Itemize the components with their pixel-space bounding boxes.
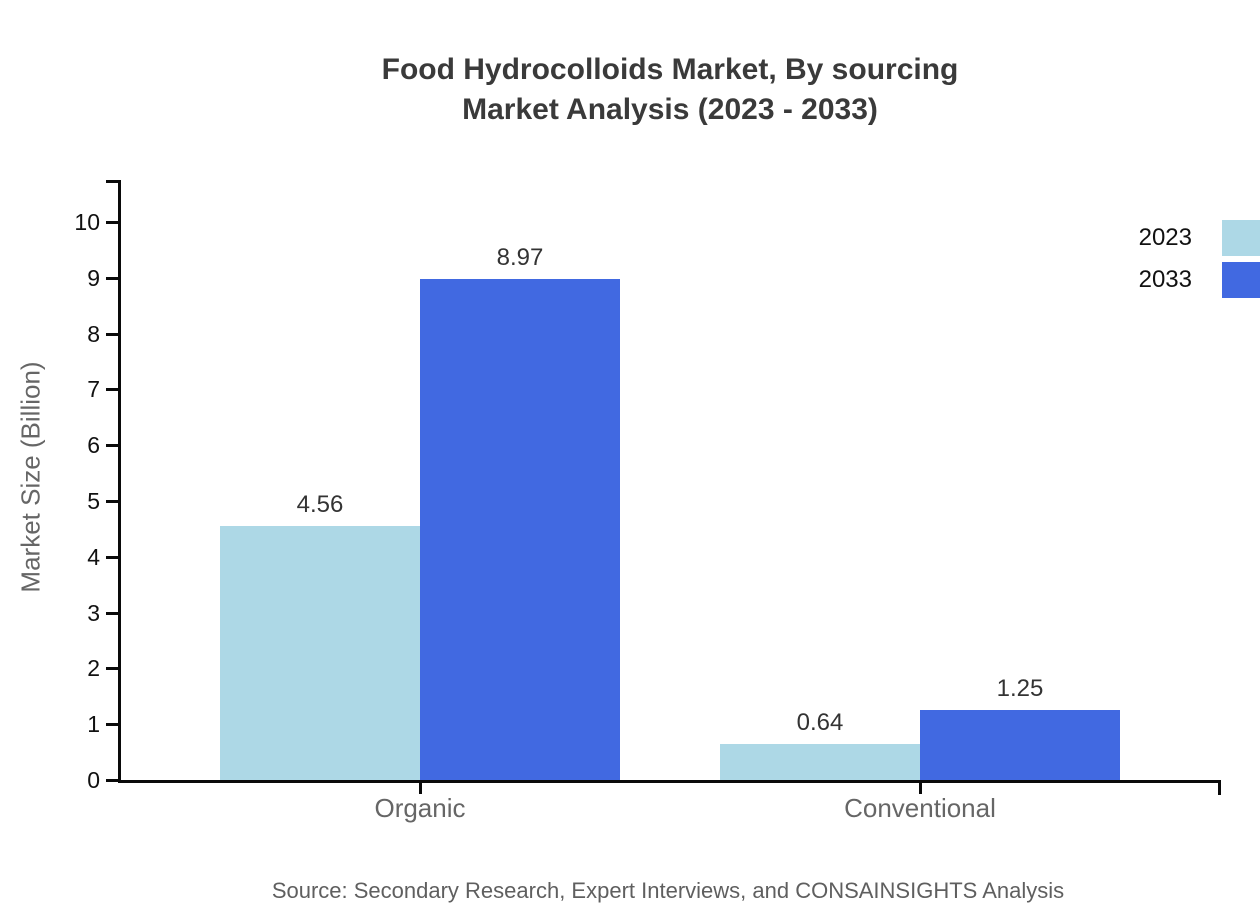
y-axis-tick-label: 0 — [87, 767, 100, 793]
y-axis-tick-label: 9 — [87, 265, 100, 291]
y-axis-tick — [106, 500, 118, 503]
y-axis-tick — [106, 388, 118, 391]
legend-label-2033: 2033 — [1138, 266, 1192, 293]
y-axis-tick — [106, 277, 118, 280]
x-axis-tick — [919, 781, 922, 794]
chart-title: Food Hydrocolloids Market, By sourcing M… — [40, 50, 1260, 130]
y-axis-tick-label: 10 — [74, 209, 100, 235]
y-axis-tick — [106, 779, 118, 782]
x-axis-category-label-conventional: Conventional — [844, 793, 996, 823]
y-axis-tick — [106, 333, 118, 336]
bar-value-label-organic-2023: 4.56 — [296, 491, 344, 518]
legend-swatch-2033 — [1222, 262, 1260, 298]
bar-value-label-conventional-2033: 1.25 — [996, 675, 1044, 702]
y-axis-tick — [106, 221, 118, 224]
y-axis-tick-label: 5 — [87, 488, 100, 514]
chart-title-line2: Market Analysis (2023 - 2033) — [462, 93, 878, 126]
x-axis-end-cap — [1218, 780, 1221, 795]
y-axis-tick — [106, 723, 118, 726]
bar-organic-2033 — [420, 279, 620, 780]
y-axis-tick-label: 6 — [87, 432, 100, 458]
legend-label-2023: 2023 — [1138, 224, 1192, 251]
bar-conventional-2033 — [920, 710, 1120, 780]
y-axis-tick-label: 2 — [87, 655, 100, 681]
y-axis-tick — [106, 667, 118, 670]
chart-title-line1: Food Hydrocolloids Market, By sourcing — [381, 53, 959, 86]
y-axis-tick — [106, 444, 118, 447]
legend-swatch-2023 — [1222, 220, 1260, 256]
y-axis-tick — [106, 612, 118, 615]
y-axis-tick-label: 8 — [87, 321, 100, 347]
x-axis-category-label-organic: Organic — [374, 793, 466, 823]
bar-value-label-organic-2033: 8.97 — [496, 244, 544, 271]
y-axis-tick-label: 4 — [87, 544, 100, 570]
y-axis-tick-label: 1 — [87, 711, 100, 737]
bar-value-label-conventional-2023: 0.64 — [796, 709, 844, 736]
y-axis-tick-label: 7 — [87, 376, 100, 402]
bar-conventional-2023 — [720, 744, 920, 780]
y-axis-line — [118, 180, 121, 783]
y-axis-tick-label: 3 — [87, 600, 100, 626]
bar-organic-2023 — [220, 526, 420, 780]
x-axis-tick — [419, 781, 422, 794]
source-note: Source: Secondary Research, Expert Inter… — [271, 878, 1065, 903]
y-axis-end-cap — [106, 180, 120, 183]
y-axis-tick — [106, 556, 118, 559]
x-axis-line — [118, 780, 1221, 783]
